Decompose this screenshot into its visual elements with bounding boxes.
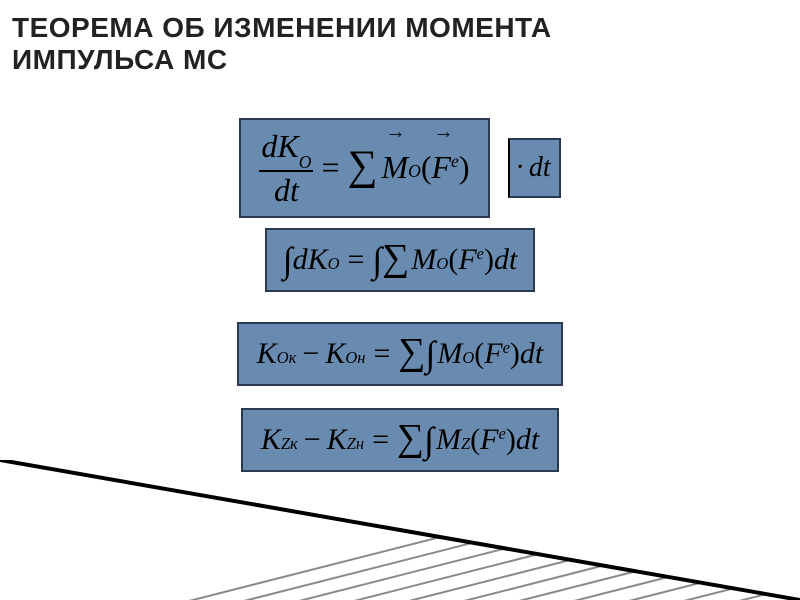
F-label: F xyxy=(431,149,451,185)
K1-sub: Oк xyxy=(277,348,297,368)
minus-sign: − xyxy=(298,423,327,457)
equation-1-box: dKO dt = ∑ → M O ( → F e ) xyxy=(239,118,489,218)
F-sup: e xyxy=(477,244,484,264)
equation-2-box: ∫ dKO = ∫ ∑ MO ( Fe ) dt xyxy=(265,228,536,292)
paren-open: ( xyxy=(470,423,480,457)
integral-symbol: ∫ xyxy=(283,239,293,281)
dt-label: dt xyxy=(272,174,301,206)
multiply-dt-box: · dt xyxy=(508,138,561,198)
K1-label: K xyxy=(257,337,277,371)
dK-sub: O xyxy=(299,152,312,172)
sum-symbol: ∑ xyxy=(348,142,378,190)
page-title: ТЕОРЕМА ОБ ИЗМЕНЕНИИ МОМЕНТА ИМПУЛЬСА МС xyxy=(12,12,552,76)
fraction-dK-dt: dKO dt xyxy=(259,130,313,206)
dK-label: dK xyxy=(261,128,298,164)
integral-symbol: ∫ xyxy=(424,419,434,461)
equation-4-box: KZк − KZн = ∑ ∫ MZ ( Fe ) dt xyxy=(241,408,559,472)
paren-open: ( xyxy=(448,243,458,277)
M-label: M xyxy=(436,423,461,457)
paren-close: ) xyxy=(510,337,520,371)
equation-row-1: dKO dt = ∑ → M O ( → F e ) · dt xyxy=(0,118,800,218)
mult-dot: · xyxy=(516,152,525,184)
M-label: M xyxy=(411,243,436,277)
equals-sign: = xyxy=(365,337,398,371)
vector-arrow-icon: → xyxy=(433,121,453,144)
equation-row-2: ∫ dKO = ∫ ∑ MO ( Fe ) dt xyxy=(0,228,800,292)
F-label: F xyxy=(484,337,502,371)
K2-label: K xyxy=(327,423,347,457)
title-line-2: ИМПУЛЬСА МС xyxy=(12,44,552,76)
M-sub: O xyxy=(462,348,474,368)
paren-open: ( xyxy=(474,337,484,371)
paren-close: ) xyxy=(459,149,470,186)
equals-sign: = xyxy=(340,243,373,277)
dK-label: dK xyxy=(293,243,328,277)
integral-symbol: ∫ xyxy=(372,239,382,281)
equals-sign: = xyxy=(364,423,397,457)
minus-sign: − xyxy=(296,337,325,371)
vector-F: → F xyxy=(431,149,451,186)
K1-sub: Zк xyxy=(281,434,298,454)
F-sup: e xyxy=(451,151,459,172)
mult-dt: dt xyxy=(529,152,551,184)
equals-sign: = xyxy=(313,149,347,186)
vector-arrow-icon: → xyxy=(385,121,405,144)
paren-close: ) xyxy=(484,243,494,277)
K1-label: K xyxy=(261,423,281,457)
vector-M: → M xyxy=(381,149,408,186)
title-line-1: ТЕОРЕМА ОБ ИЗМЕНЕНИИ МОМЕНТА xyxy=(12,12,552,44)
sum-symbol: ∑ xyxy=(382,236,409,280)
M-sub: O xyxy=(436,254,448,274)
sum-symbol: ∑ xyxy=(398,330,425,374)
paren-close: ) xyxy=(506,423,516,457)
equation-3-box: KOк − KOн = ∑ ∫ MO ( Fe ) dt xyxy=(237,322,564,386)
integral-symbol: ∫ xyxy=(425,333,435,375)
dt-label: dt xyxy=(516,423,539,457)
K2-label: K xyxy=(325,337,345,371)
K2-sub: Oн xyxy=(345,348,365,368)
F-label: F xyxy=(458,243,476,277)
decorative-lines xyxy=(0,460,800,600)
dt-label: dt xyxy=(520,337,543,371)
F-label: F xyxy=(480,423,498,457)
M-sub: Z xyxy=(461,434,470,454)
M-label: M xyxy=(381,149,408,185)
dt-label: dt xyxy=(494,243,517,277)
M-sub: O xyxy=(408,161,421,182)
equation-row-3: KOк − KOн = ∑ ∫ MO ( Fe ) dt xyxy=(0,322,800,386)
paren-open: ( xyxy=(421,149,432,186)
equation-row-4: KZк − KZн = ∑ ∫ MZ ( Fe ) dt xyxy=(0,408,800,472)
K2-sub: Zн xyxy=(347,434,364,454)
F-sup: e xyxy=(498,424,505,444)
M-label: M xyxy=(437,337,462,371)
F-sup: e xyxy=(503,338,510,358)
dK-sub: O xyxy=(328,254,340,274)
sum-symbol: ∑ xyxy=(397,416,424,460)
